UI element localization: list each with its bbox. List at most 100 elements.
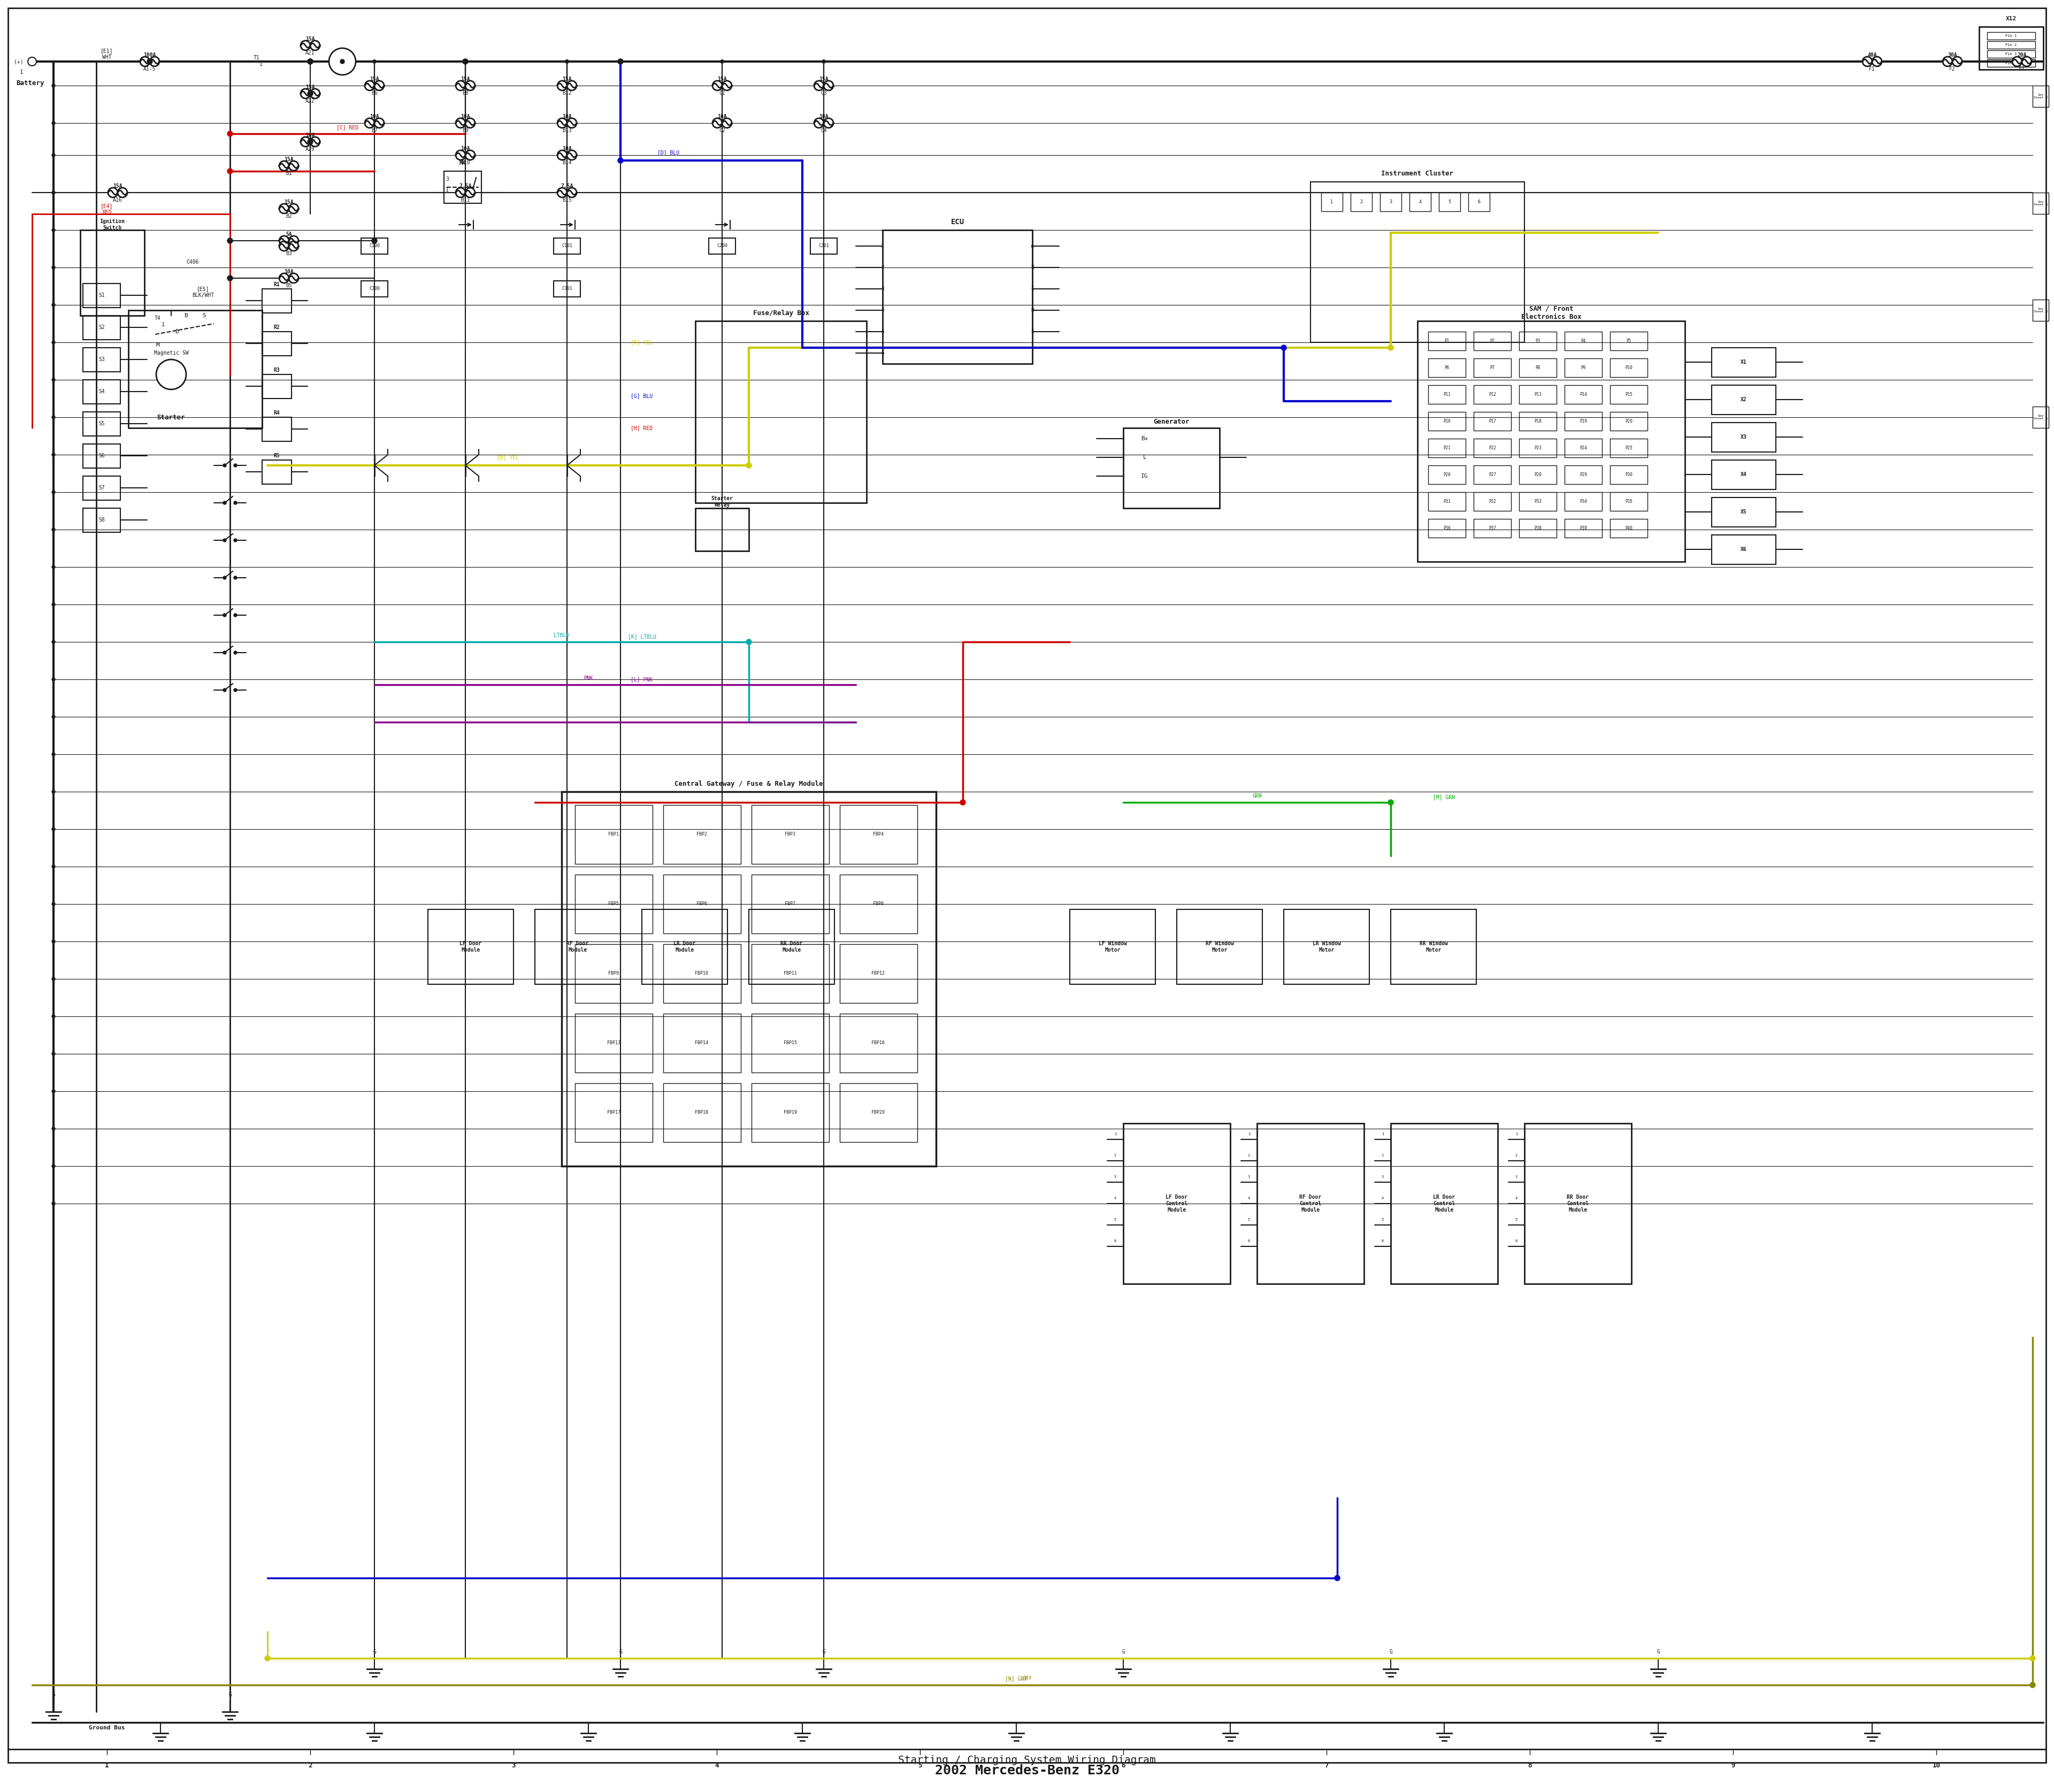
Circle shape bbox=[51, 1090, 55, 1093]
Text: P21: P21 bbox=[1444, 446, 1450, 450]
Text: X4: X4 bbox=[1740, 471, 1746, 477]
Text: R1: R1 bbox=[273, 281, 279, 287]
Bar bbox=[1428, 385, 1467, 403]
Text: [F] YEL: [F] YEL bbox=[631, 340, 653, 346]
Circle shape bbox=[234, 539, 236, 541]
Bar bbox=[1565, 385, 1602, 403]
Bar bbox=[2033, 407, 2048, 428]
Text: FBP5: FBP5 bbox=[608, 901, 618, 907]
Text: P31: P31 bbox=[1444, 498, 1450, 504]
Bar bbox=[752, 805, 830, 864]
Text: FBP10: FBP10 bbox=[694, 971, 709, 977]
Text: A29: A29 bbox=[306, 147, 314, 152]
Circle shape bbox=[366, 118, 374, 127]
Text: Pin 2: Pin 2 bbox=[2005, 43, 2017, 47]
Bar bbox=[362, 281, 388, 297]
Circle shape bbox=[234, 613, 236, 616]
Circle shape bbox=[310, 136, 320, 147]
Bar bbox=[840, 1014, 918, 1073]
Circle shape bbox=[565, 59, 569, 63]
Text: P29: P29 bbox=[1580, 471, 1588, 477]
Text: 2: 2 bbox=[1113, 1154, 1117, 1158]
Text: 9: 9 bbox=[1732, 1762, 1736, 1769]
Circle shape bbox=[618, 158, 622, 163]
Text: P3: P3 bbox=[1534, 339, 1540, 342]
Text: See
Sheet 2: See Sheet 2 bbox=[2033, 93, 2048, 99]
Text: FBP14: FBP14 bbox=[694, 1041, 709, 1045]
Text: FBP7: FBP7 bbox=[785, 901, 795, 907]
Text: C100: C100 bbox=[370, 244, 380, 249]
Bar bbox=[263, 289, 292, 314]
Text: LR Door
Module: LR Door Module bbox=[674, 941, 696, 953]
Circle shape bbox=[721, 59, 723, 63]
Circle shape bbox=[565, 59, 569, 63]
Text: 8: 8 bbox=[1528, 1762, 1532, 1769]
Text: R5: R5 bbox=[273, 453, 279, 459]
Bar bbox=[752, 1082, 830, 1142]
Text: R3: R3 bbox=[273, 367, 279, 373]
Text: C201: C201 bbox=[817, 244, 830, 249]
Text: S6: S6 bbox=[99, 453, 105, 459]
Text: Central Gateway / Fuse & Relay Module: Central Gateway / Fuse & Relay Module bbox=[674, 780, 824, 787]
Bar bbox=[1610, 466, 1647, 484]
Text: C101: C101 bbox=[561, 244, 573, 249]
Circle shape bbox=[308, 59, 312, 65]
Circle shape bbox=[1389, 346, 1393, 351]
Text: P16: P16 bbox=[1444, 419, 1450, 423]
Text: P37: P37 bbox=[1489, 525, 1495, 530]
Text: B: B bbox=[175, 330, 179, 335]
Text: P19: P19 bbox=[1580, 419, 1588, 423]
Text: B10: B10 bbox=[460, 159, 470, 165]
Text: 5: 5 bbox=[1249, 1219, 1251, 1220]
Text: T1: T1 bbox=[253, 56, 261, 61]
Text: Ground Bus: Ground Bus bbox=[88, 1726, 125, 1731]
Text: 1: 1 bbox=[1113, 1133, 1117, 1136]
Text: Ignition
Switch: Ignition Switch bbox=[101, 219, 125, 231]
Circle shape bbox=[310, 41, 320, 50]
Circle shape bbox=[308, 91, 312, 97]
Text: P39: P39 bbox=[1580, 525, 1588, 530]
Bar bbox=[1711, 348, 1777, 376]
Text: P40: P40 bbox=[1625, 525, 1633, 530]
Circle shape bbox=[224, 464, 226, 468]
Circle shape bbox=[557, 118, 567, 127]
Circle shape bbox=[51, 903, 55, 905]
Text: 3: 3 bbox=[446, 177, 448, 181]
Circle shape bbox=[279, 274, 290, 283]
Text: [K] LTBLU: [K] LTBLU bbox=[629, 634, 655, 640]
Circle shape bbox=[2013, 57, 2021, 66]
Bar bbox=[2033, 86, 2048, 108]
Circle shape bbox=[51, 265, 55, 269]
Circle shape bbox=[464, 59, 466, 63]
Text: [E5]: [E5] bbox=[197, 287, 210, 292]
Text: 1: 1 bbox=[162, 323, 164, 328]
Bar bbox=[1520, 520, 1557, 538]
Circle shape bbox=[557, 151, 567, 159]
Text: P10: P10 bbox=[1625, 366, 1633, 369]
Circle shape bbox=[234, 502, 236, 504]
Text: B    S: B S bbox=[185, 314, 205, 319]
Circle shape bbox=[51, 84, 55, 88]
Text: 100A: 100A bbox=[144, 52, 156, 57]
Circle shape bbox=[374, 81, 384, 90]
Bar bbox=[1711, 461, 1777, 489]
Bar bbox=[696, 509, 750, 550]
Circle shape bbox=[1282, 346, 1286, 351]
Text: [B] YEL: [B] YEL bbox=[497, 455, 520, 461]
Circle shape bbox=[279, 161, 290, 170]
Bar bbox=[1473, 332, 1512, 351]
Circle shape bbox=[224, 688, 226, 692]
Bar bbox=[80, 229, 144, 315]
Text: 5: 5 bbox=[1113, 1219, 1117, 1220]
Text: 1: 1 bbox=[259, 61, 263, 66]
Circle shape bbox=[51, 1014, 55, 1018]
Text: P34: P34 bbox=[1580, 498, 1588, 504]
Text: 5: 5 bbox=[1516, 1219, 1518, 1220]
Text: P26: P26 bbox=[1444, 471, 1450, 477]
Circle shape bbox=[51, 566, 55, 568]
Bar bbox=[1440, 192, 1460, 211]
Bar bbox=[1520, 358, 1557, 376]
Text: 1: 1 bbox=[881, 244, 883, 249]
Text: P35: P35 bbox=[1625, 498, 1633, 504]
Text: 2: 2 bbox=[1249, 1154, 1251, 1158]
